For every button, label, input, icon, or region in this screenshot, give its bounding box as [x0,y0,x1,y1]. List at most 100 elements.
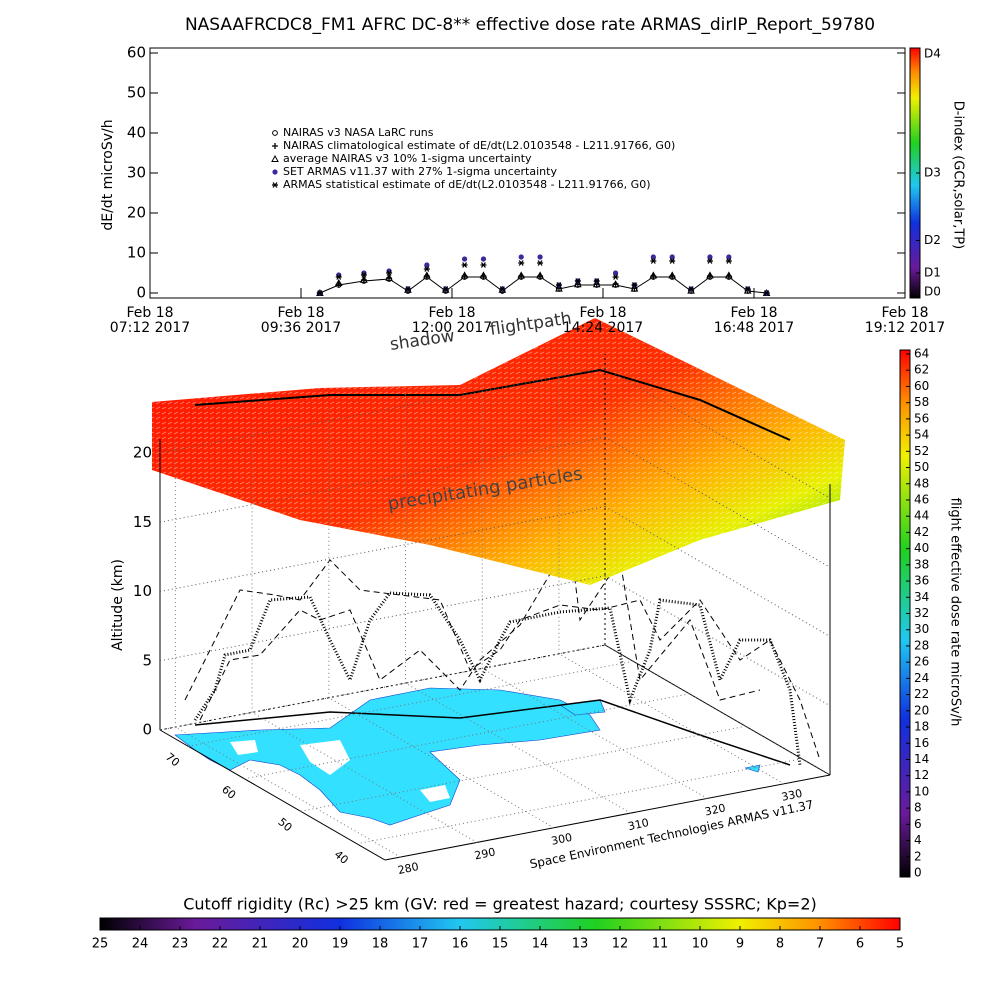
marker [688,286,695,292]
marker [536,271,544,279]
colorbar-tick-label: 8 [776,937,784,952]
colorbar-tick-label: 13 [572,937,589,952]
colorbar-label: D-index (GCR,solar,TP) [951,101,966,249]
grid-line [481,668,708,799]
legend-label: SET ARMAS v11.37 with 27% 1-sigma uncert… [283,165,557,178]
colorbar-label: flight effective dose rate microSv/h [948,498,963,727]
series-line [319,276,767,294]
colorbar-tick-label: 18 [914,720,929,734]
colorbar-tick-label: 6 [914,817,922,831]
dose-cloud-texture [152,318,845,585]
marker [422,271,431,279]
trace [193,591,802,766]
lat-tick-label: 70 [163,750,182,769]
y-tick-label: 10 [127,244,146,262]
chart-title: NASAAFRCDC8_FM1 AFRC DC-8** effective do… [185,15,875,35]
y-tick-label: 20 [127,204,146,222]
marker [335,274,342,280]
colorbar-tick-label: 11 [652,937,669,952]
colorbar-tick-label: 6 [856,937,864,952]
trace [199,538,761,721]
grid-line [604,436,831,568]
marker [499,286,506,292]
colorbar-tick-label: 26 [914,655,929,669]
marker [612,270,619,276]
colorbar-tick-label: D3 [924,166,941,180]
marker [334,278,343,286]
marker [612,274,619,280]
legend-label: NAIRAS v3 NASA LaRC runs [283,126,434,139]
colorbar-tick-label: 24 [914,671,929,685]
marker [460,271,469,279]
x-tick-label: Feb 18 19:12 2017 [864,305,946,336]
colorbar-tick-label: 48 [914,476,929,490]
colorbar-tick-label: 44 [914,509,929,523]
flight-path-floor [194,699,791,766]
map-land [174,687,761,826]
colorbar-tick-label: 54 [914,428,929,442]
marker [518,260,525,266]
marker [724,271,733,279]
marker [480,262,487,268]
colorbar-tick-label: 8 [914,801,922,815]
marker [442,286,449,292]
grid-line [251,711,478,843]
marker [537,254,543,260]
colorbar-tick-label: 64 [914,347,929,361]
grid-line [604,506,831,637]
colorbar-tick-label: 19 [332,937,349,952]
marker [461,262,468,268]
marker [706,271,714,279]
map-shape [300,740,350,775]
marker [631,282,638,288]
marker [423,266,430,272]
lon-tick-label: 330 [780,787,803,804]
colorbar-tick-label: 10 [692,937,709,952]
marker [555,282,562,288]
colorbar-tick-label: 62 [914,363,929,377]
colorbar-tick-label: D4 [924,47,941,61]
marker [592,280,601,288]
marker [726,254,732,260]
colorbar-tick-label: 38 [914,557,929,571]
lat-tick-label: 60 [219,783,238,802]
colorbar-tick-label: 18 [372,937,389,952]
colorbar-tick-label: 56 [914,411,929,425]
marker [479,271,488,279]
colorbar-tick-label: 16 [914,736,929,750]
marker [573,280,582,288]
legend-label: ARMAS statistical estimate of dE/dt(L2.0… [283,178,650,191]
marker [272,169,278,175]
axis-edge [159,644,606,731]
grid-line [405,682,631,814]
grid-line [328,697,555,829]
colorbar-tick-label: 28 [914,638,929,652]
colorbar-tick-label: 14 [532,937,549,952]
marker [385,273,393,281]
legend-label: NAIRAS climatological estimate of dE/dt(… [283,139,675,152]
lon-tick-label: 320 [704,801,727,818]
altitude-points [193,591,802,766]
colorbar-tick-label: D0 [924,285,941,299]
colorbar-tick-label: 23 [172,937,189,952]
x-tick-label: Feb 18 07:12 2017 [109,305,191,336]
marker [763,290,770,296]
colorbar-tick-label: 4 [914,833,922,847]
colorbar-tick-label: 0 [914,866,922,880]
marker [386,270,393,276]
map-water [230,740,450,802]
y-tick-label: 30 [127,164,146,182]
colorbar-tick-label: 20 [914,703,929,717]
colorbar-tick-label: 2 [914,849,922,863]
colorbar-tick-label: 12 [914,768,929,782]
z-tick-label: 15 [133,513,152,531]
colorbar-tick-label: D1 [924,266,941,280]
marker [574,278,581,284]
grid-line [558,653,785,785]
colorbar-tick-label: 22 [914,687,929,701]
map-shape [230,740,258,755]
y-tick-label: 60 [127,44,146,62]
colorbar-tick-label: 7 [816,937,824,952]
colorbar-tick-label: 15 [492,937,509,952]
